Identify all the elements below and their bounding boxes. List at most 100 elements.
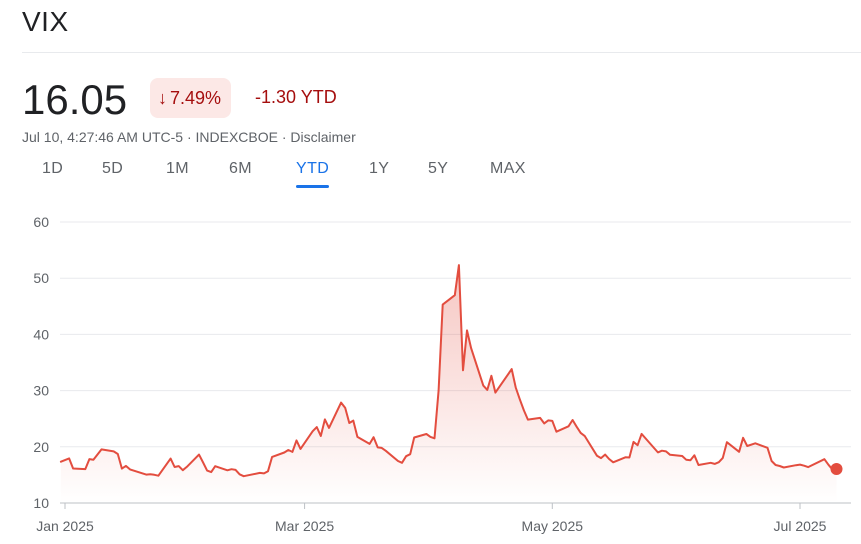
x-tick-label: Jan 2025: [36, 518, 94, 534]
data-point: [572, 419, 574, 421]
data-point: [600, 457, 602, 459]
data-point: [149, 473, 151, 475]
data-point: [568, 425, 570, 427]
data-point: [661, 450, 663, 452]
data-point: [129, 468, 131, 470]
data-point: [231, 468, 233, 470]
data-point: [710, 462, 712, 464]
data-point: [681, 455, 683, 457]
data-point: [823, 458, 825, 460]
data-point: [827, 464, 829, 466]
data-point: [637, 444, 639, 446]
data-point: [263, 472, 265, 474]
data-point: [633, 441, 635, 443]
data-point: [320, 435, 322, 437]
series-area: [60, 265, 837, 503]
data-point: [466, 329, 468, 331]
data-point: [312, 430, 314, 432]
data-point: [206, 470, 208, 472]
data-point: [121, 468, 123, 470]
data-point: [665, 450, 667, 452]
data-point: [612, 461, 614, 463]
data-point: [202, 462, 204, 464]
tab-5y[interactable]: 5Y: [428, 160, 449, 177]
data-point: [328, 427, 330, 429]
data-point: [174, 466, 176, 468]
data-point: [324, 418, 326, 420]
data-point: [68, 457, 70, 459]
data-point: [397, 460, 399, 462]
tab-6m[interactable]: 6M: [229, 160, 253, 177]
data-point: [714, 463, 716, 465]
data-point: [494, 392, 496, 394]
data-point: [243, 475, 245, 477]
data-point: [340, 402, 342, 404]
data-point: [511, 368, 513, 370]
y-tick-label: 30: [33, 383, 49, 399]
header-divider: [22, 52, 861, 53]
data-point: [267, 470, 269, 472]
change-percent-badge: ↓ 7.49%: [150, 78, 232, 118]
current-price: 16.05: [22, 76, 128, 123]
data-point: [641, 433, 643, 435]
data-point: [373, 436, 375, 438]
data-point: [226, 469, 228, 471]
data-point: [543, 422, 545, 424]
data-point: [369, 443, 371, 445]
data-point: [490, 375, 492, 377]
data-point: [458, 264, 460, 266]
data-point: [657, 451, 659, 453]
data-point: [738, 451, 740, 453]
data-point: [186, 466, 188, 468]
data-point: [425, 433, 427, 435]
data-point: [113, 450, 115, 452]
tab-1y[interactable]: 1Y: [369, 160, 390, 177]
tab-1m[interactable]: 1M: [166, 160, 190, 177]
data-point: [117, 453, 119, 455]
tab-5d[interactable]: 5D: [102, 160, 124, 177]
data-point: [316, 426, 318, 428]
data-point: [604, 454, 606, 456]
tab-max[interactable]: MAX: [490, 160, 526, 177]
data-point: [348, 422, 350, 424]
data-point: [153, 474, 155, 476]
data-point: [669, 454, 671, 456]
data-point: [486, 389, 488, 391]
data-point: [60, 461, 62, 463]
data-point: [271, 456, 273, 458]
x-tick-label: Mar 2025: [275, 518, 334, 534]
data-point: [259, 472, 261, 474]
data-point: [742, 437, 744, 439]
index-title: VIX: [22, 6, 69, 37]
y-tick-label: 10: [33, 495, 49, 511]
data-point: [377, 446, 379, 448]
data-point: [726, 441, 728, 443]
x-tick-label: Jul 2025: [774, 518, 827, 534]
series-line: [59, 264, 838, 478]
data-point: [746, 445, 748, 447]
data-point: [434, 437, 436, 439]
data-point: [547, 419, 549, 421]
data-point: [519, 398, 521, 400]
quote-meta: Jul 10, 4:27:46 AM UTC-5 · INDEXCBOE · D…: [22, 129, 356, 145]
data-point: [515, 386, 517, 388]
tab-1d[interactable]: 1D: [42, 160, 64, 177]
data-point: [352, 420, 354, 422]
data-point: [182, 469, 184, 471]
data-point: [580, 432, 582, 434]
data-point: [287, 449, 289, 451]
data-point: [555, 431, 557, 433]
data-point: [767, 447, 769, 449]
data-point: [523, 409, 525, 411]
data-point: [405, 455, 407, 457]
data-point: [409, 453, 411, 455]
tab-ytd[interactable]: YTD: [296, 160, 330, 188]
data-point: [235, 469, 237, 471]
data-point: [381, 447, 383, 449]
y-tick-label: 40: [33, 326, 49, 342]
data-point: [698, 464, 700, 466]
data-point: [300, 448, 302, 450]
data-point: [771, 460, 773, 462]
data-point: [576, 426, 578, 428]
